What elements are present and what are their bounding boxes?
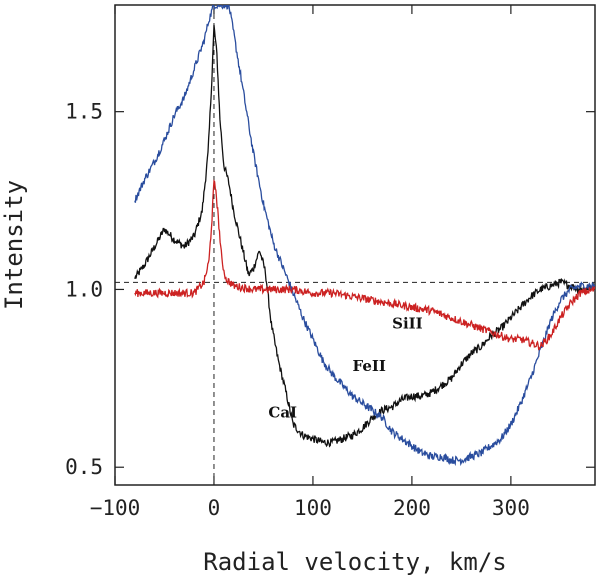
x-tick-label: 300 — [492, 496, 530, 520]
y-axis-label: Intensity — [0, 180, 28, 310]
series-label-cai: CaI — [268, 403, 297, 421]
x-tick-label: 100 — [294, 496, 332, 520]
series-line-cai — [134, 24, 595, 448]
series-line-siii — [134, 179, 595, 351]
series-label-siii: SiII — [392, 315, 423, 333]
series-lines — [134, 5, 595, 467]
x-tick-label: 200 — [393, 496, 431, 520]
series-label-feii: FeII — [353, 357, 386, 375]
reference-lines — [115, 5, 595, 485]
plot-frame — [114, 4, 596, 486]
x-axis-label: Radial velocity, km/s — [203, 548, 506, 576]
x-tick-label: 0 — [208, 496, 221, 520]
series-line-feii — [134, 5, 595, 467]
y-axis-ticks: 0.5 1.0 1.5 — [65, 100, 595, 479]
y-tick-label: 1.5 — [65, 100, 103, 124]
y-tick-label: 0.5 — [65, 455, 103, 479]
x-tick-label: −100 — [90, 496, 141, 520]
x-axis-ticks: −100 0 100 200 300 — [90, 5, 530, 520]
series-labels: CaI FeII SiII — [268, 315, 422, 422]
y-tick-label: 1.0 — [65, 277, 103, 301]
